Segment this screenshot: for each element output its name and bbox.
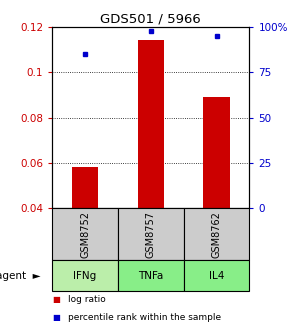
Bar bbox=[138, 40, 164, 208]
Text: agent  ►: agent ► bbox=[0, 270, 41, 281]
Text: GSM8762: GSM8762 bbox=[211, 211, 222, 258]
Text: percentile rank within the sample: percentile rank within the sample bbox=[68, 313, 221, 322]
Text: IFNg: IFNg bbox=[73, 270, 97, 281]
Text: GSM8752: GSM8752 bbox=[80, 211, 90, 258]
Text: IL4: IL4 bbox=[209, 270, 224, 281]
Bar bbox=[203, 97, 230, 208]
Text: ■: ■ bbox=[52, 295, 60, 303]
Text: GSM8757: GSM8757 bbox=[146, 211, 156, 258]
Title: GDS501 / 5966: GDS501 / 5966 bbox=[100, 13, 201, 26]
Text: log ratio: log ratio bbox=[68, 295, 106, 303]
Text: ■: ■ bbox=[52, 313, 60, 322]
Bar bbox=[72, 167, 98, 208]
Text: TNFa: TNFa bbox=[138, 270, 164, 281]
